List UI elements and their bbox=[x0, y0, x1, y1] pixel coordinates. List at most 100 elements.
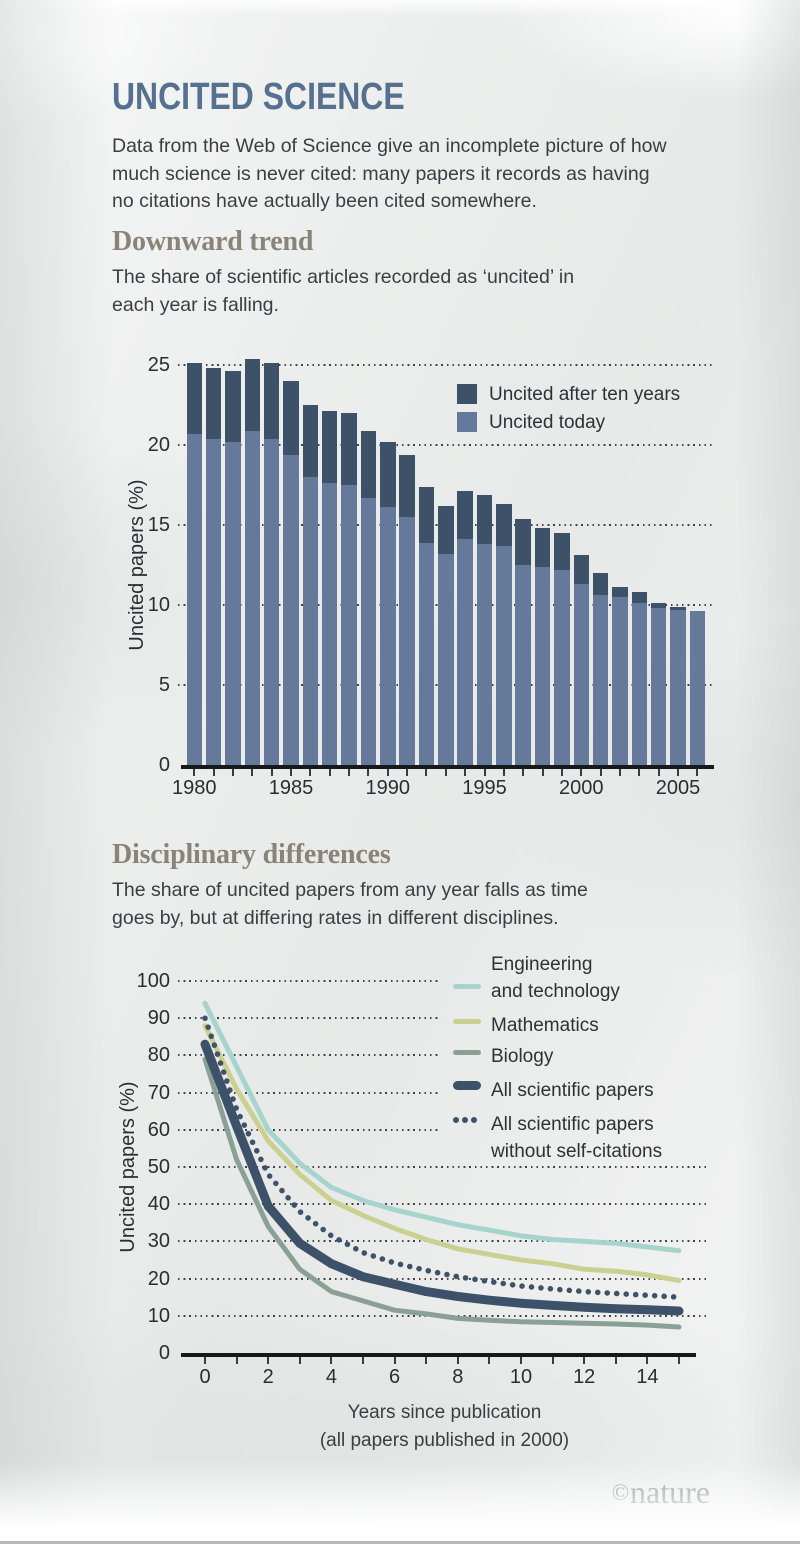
x-axis-tick-1995 bbox=[483, 769, 486, 776]
bar-2003-uncited-today bbox=[631, 603, 648, 765]
x-axis-tick-1986 bbox=[309, 769, 312, 776]
x-axis-tick-7 bbox=[425, 1357, 428, 1364]
bar-1986-uncited-after-ten-years bbox=[302, 405, 319, 477]
bar-1990-uncited-today bbox=[380, 507, 396, 765]
y-axis-label-20: 20 bbox=[147, 434, 170, 456]
x-axis-tick-2005 bbox=[677, 769, 679, 776]
bar-1984-uncited-today bbox=[263, 438, 280, 765]
legend-swatch-dot-all-scientific-papers-without-self-citations bbox=[453, 1117, 459, 1123]
x-axis-tick-3 bbox=[298, 1357, 301, 1364]
legend-swatch-dot-all-scientific-papers-without-self-citations bbox=[462, 1117, 468, 1123]
legend-swatch-all-scientific-papers bbox=[453, 1081, 481, 1090]
legend-swatch-dot-all-scientific-papers-without-self-citations bbox=[471, 1117, 477, 1123]
x-axis-tick-2000 bbox=[580, 769, 583, 776]
x-axis-tick-2002 bbox=[618, 769, 621, 776]
y-axis-label-100: 100 bbox=[136, 970, 170, 992]
x-axis-tick-10 bbox=[520, 1357, 522, 1364]
x-axis-caption-line1: Years since publication bbox=[347, 1402, 542, 1423]
x-axis-tick-1985 bbox=[290, 769, 292, 776]
legend-label-mathematics: Mathematics bbox=[491, 1015, 599, 1036]
x-axis-label-1995: 1995 bbox=[462, 777, 507, 799]
y-axis-title: Uncited papers (%) bbox=[117, 1081, 139, 1253]
legend-label-biology: Biology bbox=[491, 1046, 554, 1067]
y-axis-label-40: 40 bbox=[147, 1193, 170, 1216]
bar-1994-uncited-after-ten-years bbox=[457, 491, 473, 540]
bar-1989-uncited-today bbox=[360, 497, 377, 765]
x-axis-tick-1984 bbox=[270, 769, 273, 776]
x-axis-tick-2003 bbox=[638, 769, 641, 776]
bar-2002-uncited-after-ten-years bbox=[612, 587, 628, 597]
x-axis-tick-2 bbox=[267, 1357, 270, 1364]
bar-1980-uncited-after-ten-years bbox=[186, 363, 202, 434]
line-biology bbox=[202, 1056, 682, 1330]
x-axis-tick-1988 bbox=[348, 769, 351, 776]
x-axis-label-2: 2 bbox=[262, 1366, 274, 1388]
legend-label-uncited-today: Uncited today bbox=[489, 412, 606, 433]
bar-1982-uncited-today bbox=[225, 441, 241, 765]
y-axis-title: Uncited papers (%) bbox=[126, 479, 148, 651]
bar-2005-uncited-today bbox=[670, 609, 686, 765]
bar-1993-uncited-today bbox=[438, 553, 454, 765]
legend-swatch-biology bbox=[453, 1050, 481, 1055]
y-axis-label-70: 70 bbox=[147, 1081, 170, 1104]
x-axis-tick-11 bbox=[551, 1357, 554, 1364]
x-axis-tick-5 bbox=[362, 1357, 364, 1364]
x-axis-tick-1992 bbox=[425, 769, 428, 776]
legend-label-uncited-after-ten-years: Uncited after ten years bbox=[489, 384, 681, 405]
legend-swatch-mathematics bbox=[453, 1019, 481, 1024]
line-engineering-and-technology bbox=[202, 1000, 682, 1254]
bar-1991-uncited-today bbox=[399, 517, 415, 765]
gridline-60 bbox=[178, 1128, 440, 1131]
x-axis-tick-8 bbox=[456, 1357, 459, 1364]
bar-1988-uncited-today bbox=[341, 485, 357, 765]
x-axis-tick-14 bbox=[646, 1357, 649, 1364]
bar-1997-uncited-today bbox=[515, 565, 531, 765]
bar-1983-uncited-after-ten-years bbox=[244, 358, 261, 431]
legend-label-all-scientific-papers: All scientific papers bbox=[491, 1080, 654, 1101]
paper-crease-left bbox=[0, 0, 112, 1546]
bar-1990-uncited-after-ten-years bbox=[380, 441, 396, 508]
bar-1997-uncited-after-ten-years bbox=[515, 518, 531, 565]
gridline-70 bbox=[178, 1091, 440, 1094]
bar-1995-uncited-after-ten-years bbox=[476, 494, 493, 545]
x-axis-tick-1999 bbox=[560, 769, 563, 776]
y-axis-label-50: 50 bbox=[147, 1156, 170, 1178]
x-axis-tick-0 bbox=[204, 1357, 206, 1364]
x-axis-tick-1980 bbox=[193, 769, 196, 776]
bar-1999-uncited-today bbox=[554, 569, 570, 765]
bar-2004-uncited-after-ten-years bbox=[650, 603, 667, 609]
x-axis-label-0: 0 bbox=[199, 1366, 211, 1388]
y-axis-label-5: 5 bbox=[158, 674, 170, 696]
bar-1984-uncited-after-ten-years bbox=[263, 363, 280, 439]
bar-1999-uncited-after-ten-years bbox=[554, 533, 570, 570]
x-axis-label-4: 4 bbox=[325, 1366, 337, 1388]
x-axis-tick-1 bbox=[235, 1357, 238, 1364]
bar-1992-uncited-after-ten-years bbox=[418, 486, 435, 543]
bar-1982-uncited-after-ten-years bbox=[225, 371, 241, 442]
x-axis-label-14: 14 bbox=[636, 1366, 659, 1388]
x-axis-label-1980: 1980 bbox=[172, 777, 217, 799]
bar-1998-uncited-after-ten-years bbox=[534, 528, 551, 567]
line-mathematics bbox=[202, 1023, 682, 1283]
y-axis-label-60: 60 bbox=[147, 1118, 170, 1141]
page-title-text: UNCITED SCIENCE bbox=[112, 76, 405, 118]
x-axis-label-8: 8 bbox=[452, 1366, 464, 1388]
bar-2006-uncited-today bbox=[689, 611, 706, 765]
x-axis-tick-9 bbox=[488, 1357, 491, 1364]
x-axis-label-2000: 2000 bbox=[559, 777, 604, 799]
bar-2001-uncited-after-ten-years bbox=[592, 573, 609, 596]
gridline-50 bbox=[178, 1166, 706, 1168]
x-axis-caption-line2: (all papers published in 2000) bbox=[319, 1430, 570, 1451]
bar-2002-uncited-today bbox=[612, 597, 628, 765]
paper-bottom-fade bbox=[0, 1461, 800, 1546]
bar-1993-uncited-after-ten-years bbox=[438, 505, 454, 554]
x-axis-tick-2006 bbox=[696, 769, 699, 776]
y-axis-label-80: 80 bbox=[147, 1044, 170, 1067]
bar-1988-uncited-after-ten-years bbox=[341, 413, 357, 485]
x-axis-tick-1996 bbox=[502, 769, 505, 776]
bar-2004-uncited-today bbox=[650, 608, 667, 765]
bar-1987-uncited-after-ten-years bbox=[321, 411, 338, 484]
section-subtitle-downward-trend: The share of scientific articles recorde… bbox=[112, 266, 575, 316]
y-axis-label-10: 10 bbox=[147, 1304, 170, 1327]
